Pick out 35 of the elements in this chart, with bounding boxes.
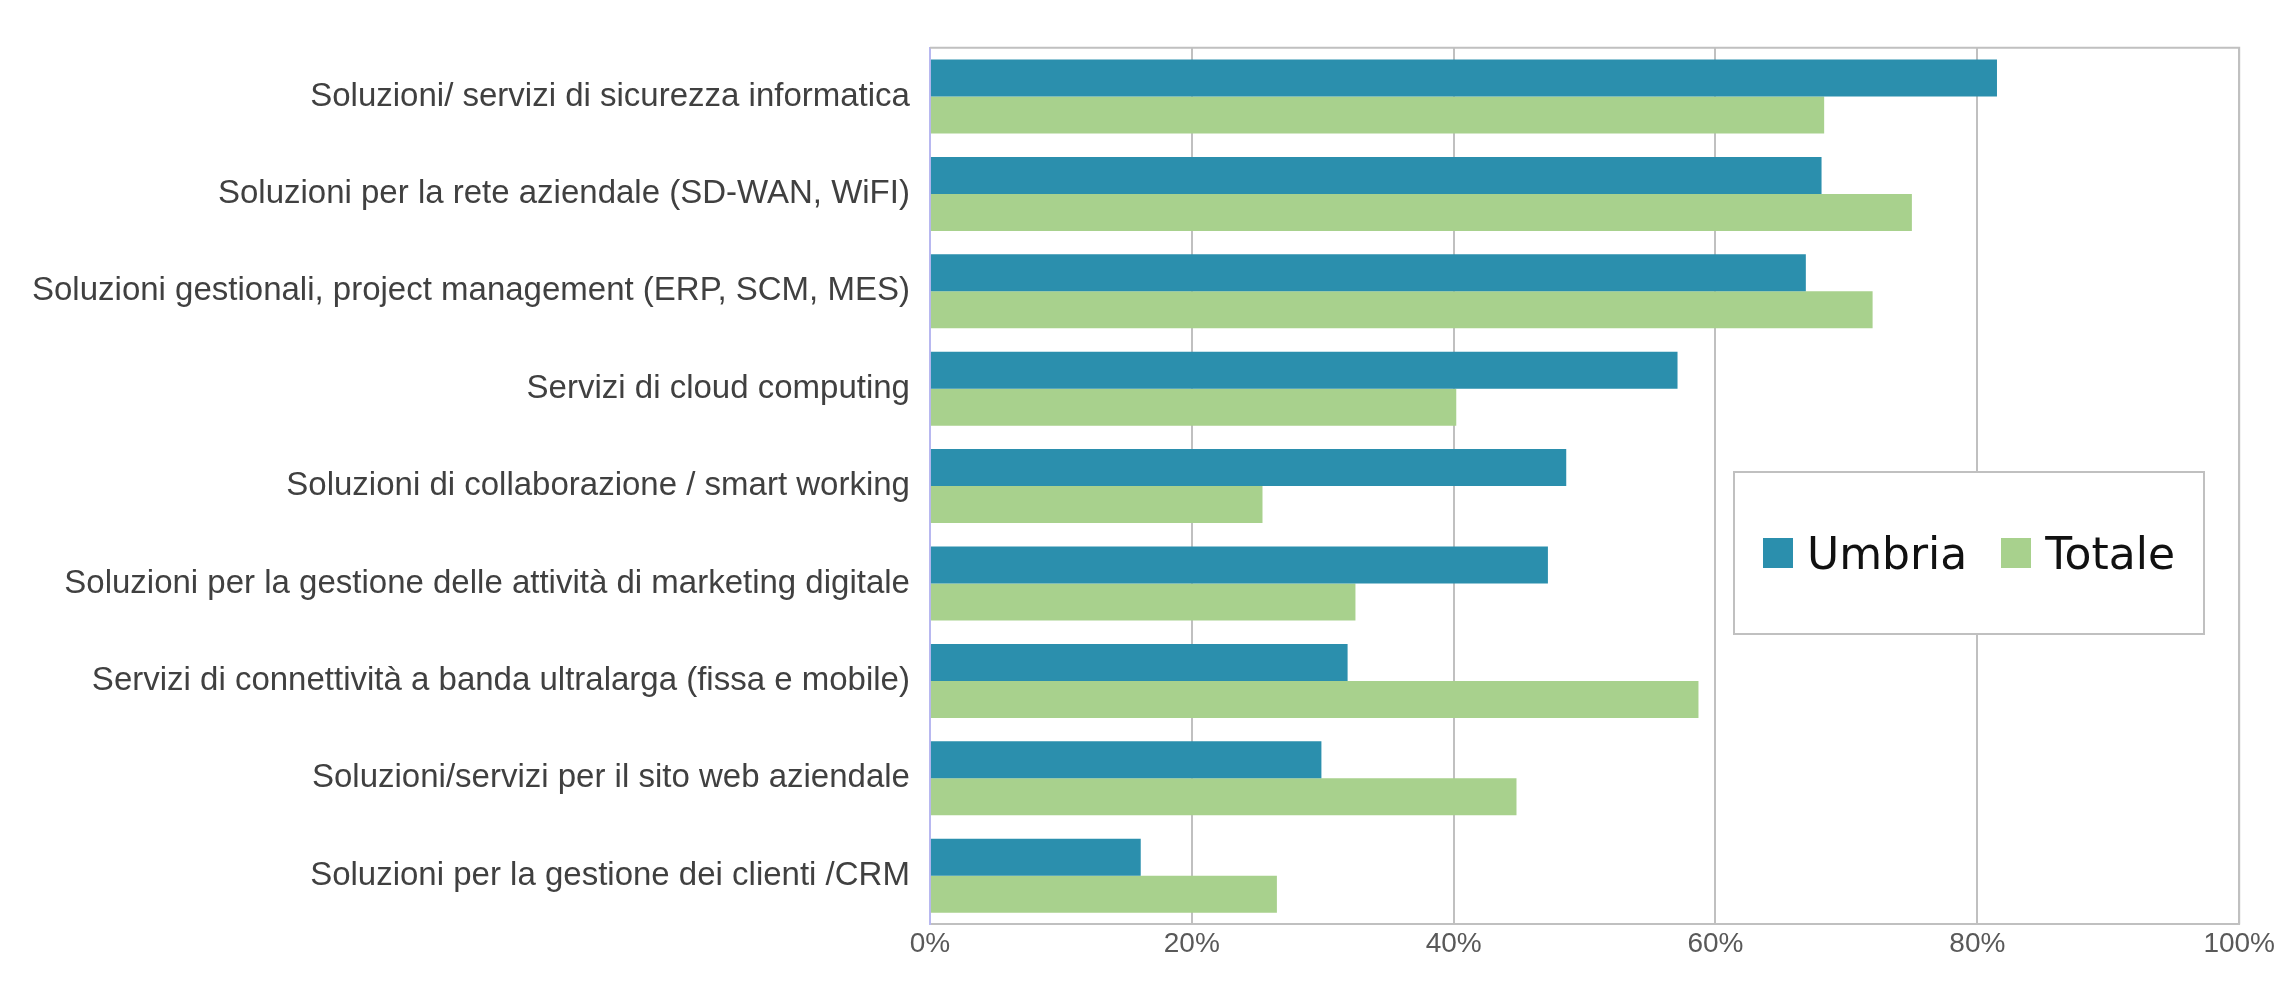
y-tick-label: Servizi di connettività a banda ultralarga (fissa e mobile) [91,659,910,697]
bar [930,193,1912,231]
bar [930,254,1806,292]
bar [930,583,1356,621]
x-tick-label: 60% [1687,926,1744,958]
y-tick-label: Soluzioni per la rete aziendale (SD-WAN, WiFI) [217,172,910,210]
bar [930,96,1825,134]
bar [930,59,1997,97]
y-tick-label: Soluzioni gestionali, project management (ERP, SCM, MES) [32,270,910,308]
bar [930,388,1457,426]
bar [930,449,1567,487]
legend-label: Umbria [1806,527,1968,579]
bar [930,838,1141,876]
bar [930,291,1873,329]
y-tick-label: Soluzioni/ servizi di sicurezza informatica [310,75,911,113]
bar [930,741,1322,779]
x-tick-label: 40% [1425,926,1482,958]
bar [930,778,1517,816]
x-tick-label: 20% [1163,926,1220,958]
bar [930,643,1348,681]
y-tick-label: Soluzioni di collaborazione / smart working [286,465,910,503]
bar [930,546,1548,584]
y-tick-label: Servizi di cloud computing [526,367,910,405]
bar [930,486,1263,524]
y-tick-label: Soluzioni per la gestione delle attività di marketing digitale [64,562,910,600]
bar [930,351,1678,389]
bar [930,680,1699,718]
x-tick-label: 100% [2203,926,2276,958]
x-tick-label: 80% [1949,926,2006,958]
y-tick-label: Soluzioni/servizi per il sito web aziendale [311,757,910,795]
x-tick-label: 0% [909,926,951,958]
y-tick-label: Soluzioni per la gestione dei clienti /CRM [310,854,910,892]
bar [930,156,1822,194]
legend-label: Totale [2045,527,2176,579]
bar [930,875,1277,913]
